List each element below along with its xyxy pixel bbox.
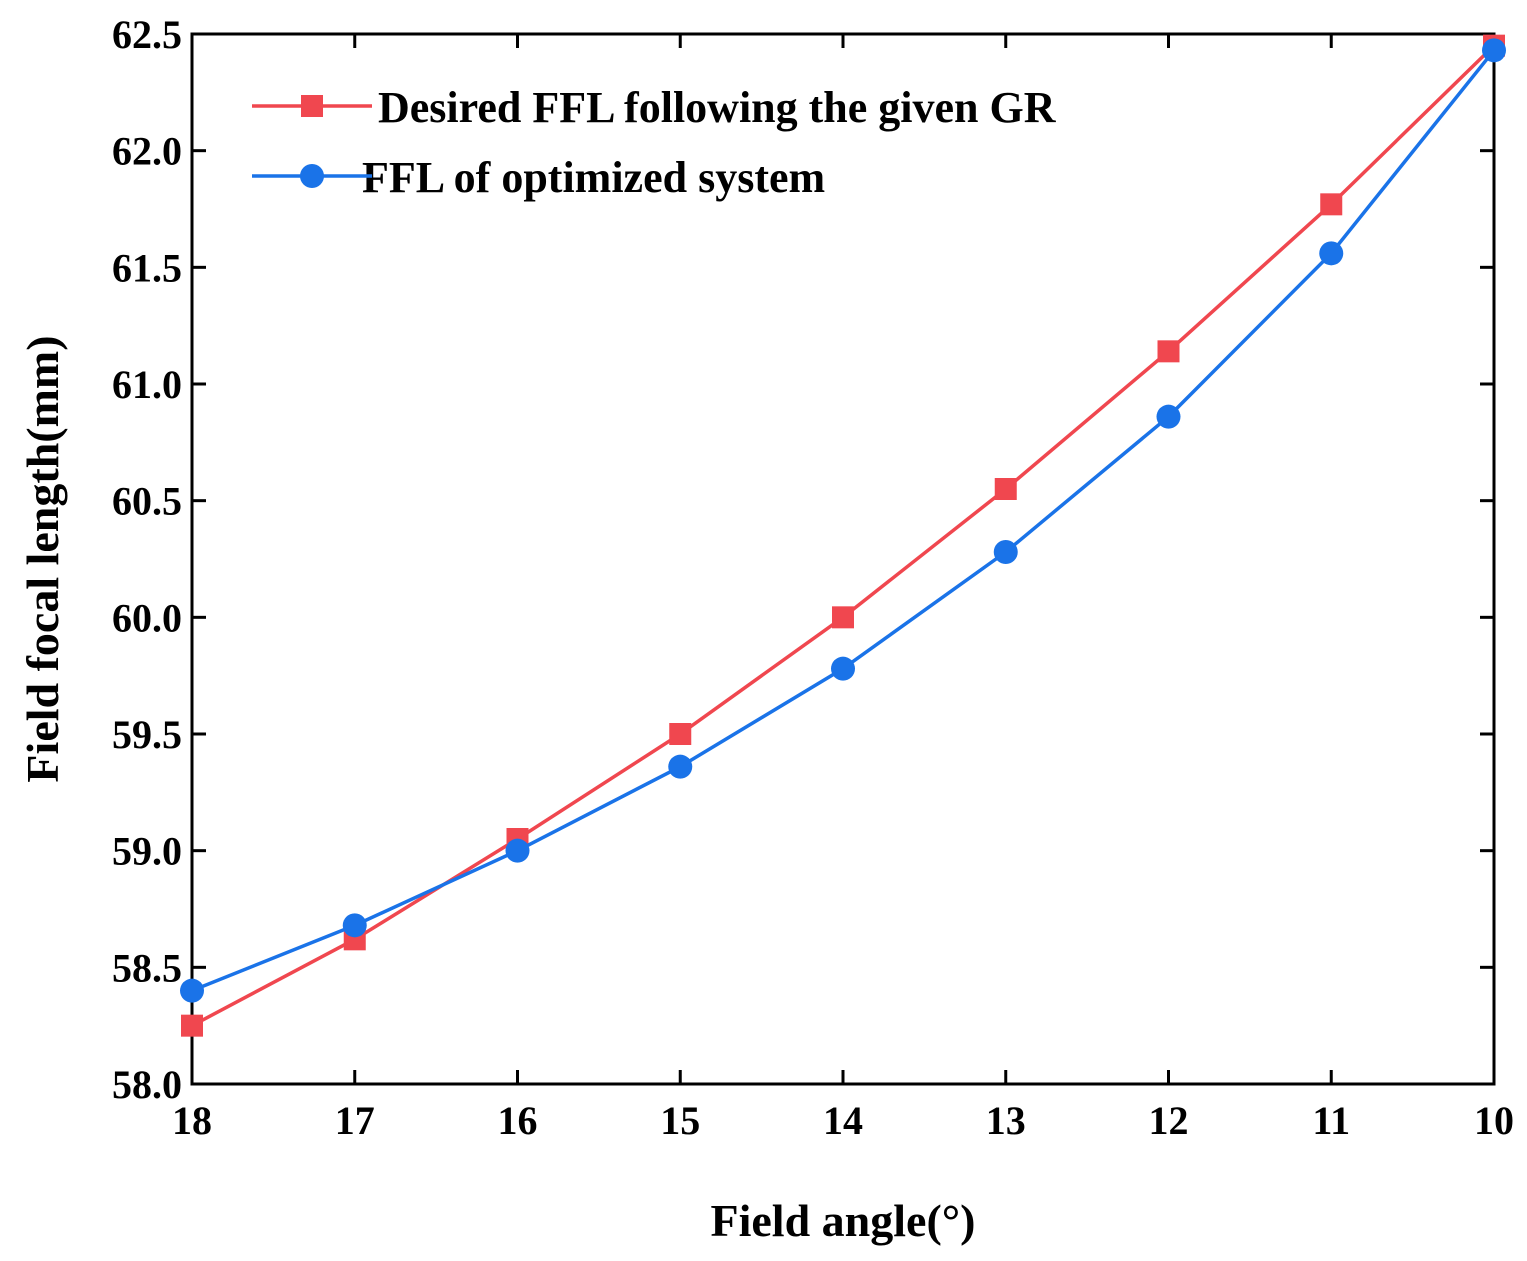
y-tick-label: 60.0: [112, 595, 182, 640]
data-point-circle: [993, 540, 1018, 564]
data-point-circle: [505, 838, 530, 863]
y-tick-label: 59.5: [112, 712, 182, 757]
data-point-circle: [831, 656, 855, 681]
x-tick-label: 17: [335, 1098, 375, 1143]
legend-label-optimized-ffl: FFL of optimized system: [362, 153, 825, 202]
x-tick-label: 13: [986, 1098, 1026, 1143]
data-point-square: [832, 606, 854, 629]
data-point-circle: [668, 754, 693, 779]
data-point-circle: [1156, 404, 1181, 429]
legend-marker-circle: [300, 164, 324, 188]
data-point-square: [994, 478, 1017, 500]
x-tick-label: 12: [1149, 1098, 1189, 1143]
series-desired-ffl: [181, 34, 1505, 1037]
x-tick-label: 10: [1474, 1098, 1514, 1143]
data-point-circle: [180, 978, 204, 1003]
legend-marker-square: [301, 95, 323, 117]
data-point-circle: [1319, 241, 1344, 266]
y-tick-label: 58.0: [112, 1062, 182, 1107]
y-tick-label: 58.5: [112, 945, 182, 990]
plot-area: 18 17 16 15 14 13 12 11 10 58.0 58.5 59.0 59.5 60.0 60…: [112, 12, 1514, 1143]
x-tick-label: 18: [172, 1098, 212, 1143]
y-tick-label: 59.0: [112, 829, 182, 874]
y-tick-label: 62.5: [112, 12, 182, 57]
data-point-square: [181, 1014, 203, 1037]
y-tick-label: 61.0: [112, 362, 182, 407]
axis-labels: Field angle(°) Field focal length(mm): [17, 335, 975, 1246]
x-tick-label: 16: [498, 1098, 538, 1143]
y-axis-title: Field focal length(mm): [17, 335, 68, 782]
y-tick-label: 62.0: [112, 129, 182, 174]
data-point-circle: [342, 913, 367, 938]
y-tick-label: 61.5: [112, 245, 182, 290]
data-point-circle: [1482, 38, 1506, 63]
x-tick-label: 14: [823, 1098, 863, 1143]
x-axis-title: Field angle(°): [711, 1195, 976, 1246]
data-point-square: [1157, 340, 1180, 363]
series-layer: [180, 34, 1506, 1037]
series-optimized-ffl: [180, 38, 1506, 1003]
x-tick-label: 15: [660, 1098, 700, 1143]
legend-label-desired-ffl: Desired FFL following the given GR: [378, 83, 1057, 132]
x-tick-label: 11: [1312, 1098, 1350, 1143]
data-point-square: [669, 723, 692, 745]
data-point-square: [1320, 193, 1343, 216]
legend: Desired FFL following the given GR FFL o…: [252, 83, 1057, 202]
y-tick-label: 60.5: [112, 479, 182, 524]
